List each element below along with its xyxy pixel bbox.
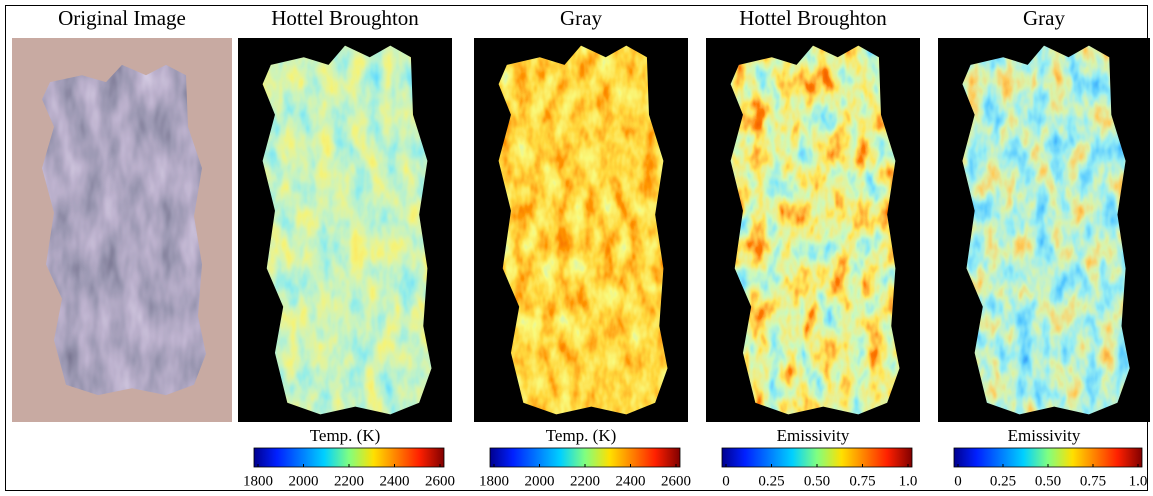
colorbar-tick-label: 0 [954,473,962,489]
panel-title: Original Image [58,6,186,30]
colorbar-tick-label: 1.0 [1129,473,1148,489]
colorbar-tick-label: 2600 [425,473,455,489]
colorbar-tick-label: 1.0 [899,473,918,489]
colorbar-tick-label: 2000 [289,473,319,489]
colorbar-tick-label: 0.75 [1080,473,1106,489]
panel-title: Hottel Broughton [739,6,887,30]
colorbar-tick-label: 0.50 [1035,473,1061,489]
colorbar-tick-label: 2600 [661,473,691,489]
colorbar-tick-label: 0.50 [804,473,830,489]
colorbar-tick-label: 2200 [570,473,600,489]
colorbar-label: Emissivity [777,426,850,445]
colorbar-tick-label: 0 [722,473,730,489]
colorbar-label: Emissivity [1008,426,1081,445]
colorbar-tick-label: 1800 [479,473,509,489]
heatmap [498,45,668,415]
colorbar-label: Temp. (K) [546,426,617,445]
heatmap [962,45,1130,415]
heatmap [262,45,432,415]
colorbar-tick-label: 2200 [334,473,364,489]
colorbar-tick-label: 2400 [380,473,410,489]
colorbar-tick-label: 2000 [525,473,555,489]
panel-title: Hottel Broughton [271,6,419,30]
heatmap [730,45,900,415]
panel-title: Gray [560,6,602,30]
colorbar-tick-label: 2400 [616,473,646,489]
image-flame [42,64,206,396]
colorbar-tick-label: 1800 [243,473,273,489]
colorbar-tick-label: 0.75 [849,473,875,489]
colorbar-tick-label: 0.25 [758,473,784,489]
panel-title: Gray [1023,6,1065,30]
colorbar-label: Temp. (K) [310,426,381,445]
colorbar-tick-label: 0.25 [990,473,1016,489]
